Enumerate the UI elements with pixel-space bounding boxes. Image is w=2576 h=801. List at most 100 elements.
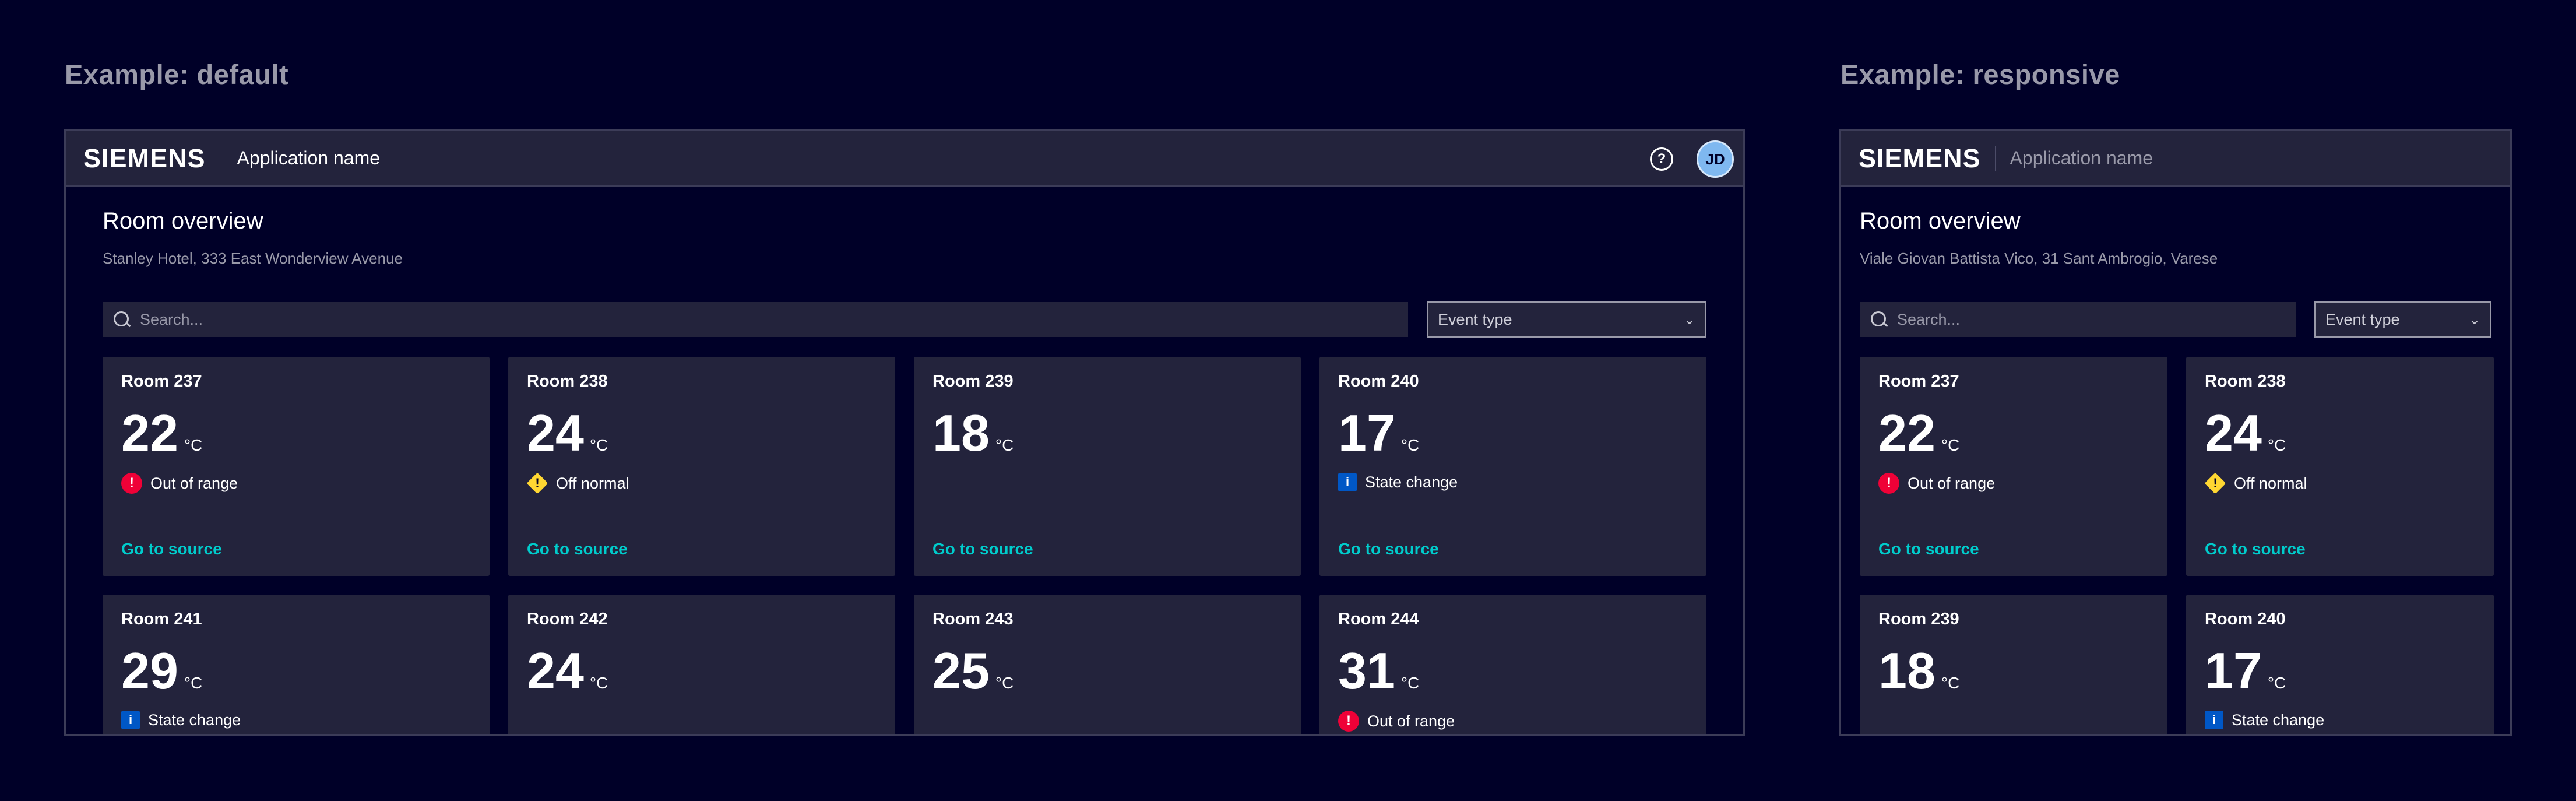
temperature-value: 18 bbox=[1878, 642, 1935, 700]
help-icon[interactable]: ? bbox=[1650, 147, 1673, 171]
temperature-value: 25 bbox=[932, 642, 990, 700]
temperature-unit: °C bbox=[995, 674, 1014, 692]
temperature-unit: °C bbox=[2267, 436, 2286, 454]
page-subtitle-address: Stanley Hotel, 333 East Wonderview Avenu… bbox=[103, 250, 403, 267]
page-title: Room overview bbox=[103, 208, 263, 234]
temperature-row: 24 °C bbox=[527, 645, 877, 697]
go-to-source-link[interactable]: Go to source bbox=[2205, 540, 2306, 558]
temperature-value: 17 bbox=[2205, 642, 2262, 700]
temperature-value: 18 bbox=[932, 404, 990, 462]
room-name: Room 240 bbox=[1338, 372, 1419, 391]
search-placeholder: Search... bbox=[1897, 310, 1961, 328]
page-title: Room overview bbox=[1860, 208, 2021, 234]
error-icon: ! bbox=[121, 473, 142, 494]
room-card[interactable]: Room 244 31 °C ! Out of range bbox=[1319, 595, 1706, 734]
temperature-unit: °C bbox=[1400, 436, 1420, 454]
search-icon bbox=[113, 311, 131, 328]
go-to-source-link[interactable]: Go to source bbox=[1338, 540, 1439, 558]
chevron-down-icon: ⌄ bbox=[2468, 311, 2480, 328]
status-text: Out of range bbox=[1908, 474, 1996, 492]
temperature-unit: °C bbox=[2267, 674, 2286, 692]
siemens-logo[interactable]: SIEMENS bbox=[83, 143, 206, 173]
status-row: i State change bbox=[1338, 473, 1688, 491]
temperature-row: 18 °C bbox=[932, 407, 1282, 459]
event-type-value: Event type bbox=[1438, 310, 1512, 328]
siemens-logo[interactable]: SIEMENS bbox=[1859, 143, 1981, 173]
temperature-unit: °C bbox=[995, 436, 1014, 454]
main-content: Room overview Stanley Hotel, 333 East Wo… bbox=[66, 187, 1743, 734]
temperature-unit: °C bbox=[184, 674, 203, 692]
room-name: Room 237 bbox=[121, 372, 202, 391]
go-to-source-link[interactable]: Go to source bbox=[1878, 540, 1979, 558]
filter-toolbar: Search... Event type ⌄ bbox=[103, 301, 1706, 338]
go-to-source-link[interactable]: Go to source bbox=[527, 540, 628, 558]
room-card[interactable]: Room 239 18 °C Go to source bbox=[914, 357, 1301, 576]
info-icon: i bbox=[121, 711, 140, 729]
room-card[interactable]: Room 237 22 °C! Out of range Go to source bbox=[103, 357, 490, 576]
app-name[interactable]: Application name bbox=[2010, 147, 2153, 168]
room-name: Room 241 bbox=[121, 610, 202, 628]
warning-icon: ! bbox=[2205, 473, 2226, 494]
avatar[interactable]: JD bbox=[1697, 140, 1734, 178]
status-row: ! Out of range bbox=[1338, 711, 1688, 732]
room-card[interactable]: Room 239 18 °C bbox=[1860, 595, 2167, 734]
search-input[interactable]: Search... bbox=[1860, 302, 2296, 337]
app-header: SIEMENS Application name ? JD bbox=[66, 131, 1743, 187]
room-card[interactable]: Room 241 29 °C i State change bbox=[103, 595, 490, 734]
room-card[interactable]: Room 243 25 °C bbox=[914, 595, 1301, 734]
event-type-select[interactable]: Event type ⌄ bbox=[1427, 301, 1706, 338]
status-text: Off normal bbox=[2234, 474, 2307, 492]
room-card[interactable]: Room 238 24 °C! Off normal Go to source bbox=[2186, 357, 2494, 576]
responsive-app-frame: SIEMENS Application name Room overview V… bbox=[1839, 129, 2512, 736]
status-row: i State change bbox=[121, 711, 471, 729]
status-row: ! Off normal bbox=[2205, 473, 2475, 494]
room-name: Room 238 bbox=[2205, 372, 2286, 391]
temperature-row: 18 °C bbox=[1878, 645, 2149, 697]
room-card-grid: Room 237 22 °C! Out of range Go to source Roo… bbox=[103, 357, 1706, 734]
header-divider bbox=[1994, 145, 1996, 171]
status-text: Out of range bbox=[150, 474, 238, 492]
room-card[interactable]: Room 237 22 °C! Out of range Go to source bbox=[1860, 357, 2167, 576]
go-to-source-link[interactable]: Go to source bbox=[121, 540, 222, 558]
search-input[interactable]: Search... bbox=[103, 302, 1408, 337]
status-row: i State change bbox=[2205, 711, 2475, 729]
room-name: Room 238 bbox=[527, 372, 608, 391]
app-header: SIEMENS Application name bbox=[1841, 131, 2510, 187]
status-text: Out of range bbox=[1367, 712, 1455, 730]
room-card[interactable]: Room 238 24 °C! Off normal Go to source bbox=[508, 357, 895, 576]
page-subtitle-address: Viale Giovan Battista Vico, 31 Sant Ambr… bbox=[1860, 250, 2218, 267]
room-card-grid: Room 237 22 °C! Out of range Go to source Roo… bbox=[1860, 357, 2494, 734]
temperature-unit: °C bbox=[184, 436, 203, 454]
temperature-row: 25 °C bbox=[932, 645, 1282, 697]
status-text: State change bbox=[1365, 473, 1458, 491]
temperature-row: 24 °C bbox=[2205, 407, 2475, 459]
search-placeholder: Search... bbox=[140, 310, 203, 328]
room-card[interactable]: Room 240 17 °C i State change bbox=[2186, 595, 2494, 734]
error-icon: ! bbox=[1878, 473, 1899, 494]
room-name: Room 242 bbox=[527, 610, 608, 628]
temperature-unit: °C bbox=[589, 674, 608, 692]
status-row: ! Out of range bbox=[121, 473, 471, 494]
temperature-unit: °C bbox=[589, 436, 608, 454]
app-name[interactable]: Application name bbox=[237, 147, 381, 168]
room-name: Room 243 bbox=[932, 610, 1013, 628]
go-to-source-link[interactable]: Go to source bbox=[932, 540, 1033, 558]
room-card[interactable]: Room 240 17 °C i State change Go to source bbox=[1319, 357, 1706, 576]
status-row: ! Out of range bbox=[1878, 473, 2149, 494]
room-card[interactable]: Room 242 24 °C bbox=[508, 595, 895, 734]
main-content: Room overview Viale Giovan Battista Vico… bbox=[1841, 187, 2510, 734]
temperature-row: 22 °C bbox=[1878, 407, 2149, 459]
default-app-frame: SIEMENS Application name ? JD Room overv… bbox=[64, 129, 1745, 736]
temperature-value: 31 bbox=[1338, 642, 1395, 700]
warning-icon: ! bbox=[527, 473, 548, 494]
filter-toolbar: Search... Event type ⌄ bbox=[1860, 301, 2491, 338]
status-row: ! Off normal bbox=[527, 473, 877, 494]
temperature-unit: °C bbox=[1400, 674, 1420, 692]
room-name: Room 244 bbox=[1338, 610, 1419, 628]
temperature-value: 29 bbox=[121, 642, 178, 700]
temperature-row: 31 °C bbox=[1338, 645, 1688, 697]
temperature-row: 17 °C bbox=[1338, 407, 1688, 459]
status-text: State change bbox=[2232, 711, 2325, 729]
event-type-select[interactable]: Event type ⌄ bbox=[2314, 301, 2491, 338]
temperature-value: 24 bbox=[527, 642, 584, 700]
